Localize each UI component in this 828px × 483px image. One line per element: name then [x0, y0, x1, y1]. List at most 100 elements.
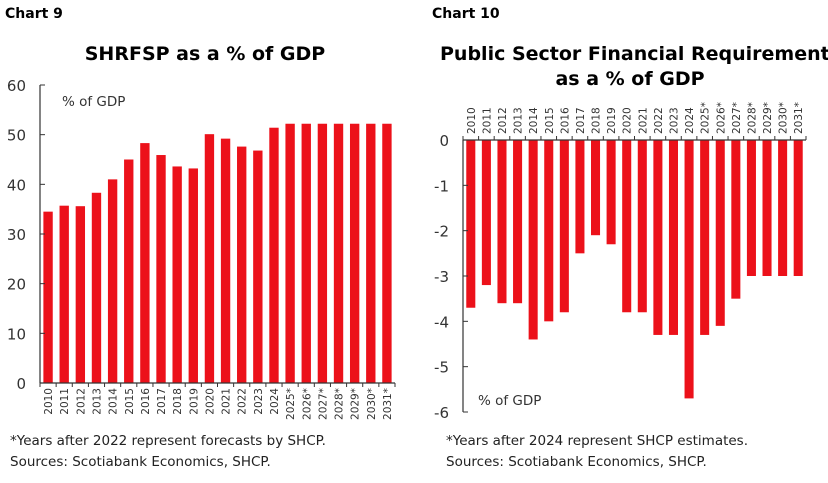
chart-10-bar-2030* — [778, 140, 788, 276]
chart-10-bar-2019 — [606, 140, 616, 245]
chart-10-bar-2010 — [466, 140, 476, 308]
chart-10-bar-2012 — [497, 140, 507, 304]
chart-9-bar-2011 — [59, 205, 69, 383]
chart-10-x-tick-label: 2015 — [544, 107, 556, 134]
chart-10-bar-2024 — [684, 140, 694, 399]
chart-10-x-tick-label: 2026* — [715, 102, 727, 134]
chart-10-x-tick-label: 2022 — [653, 107, 665, 134]
chart-10-x-tick-label: 2021 — [637, 107, 649, 134]
chart-9-sources: Sources: Scotiabank Economics, SHCP. — [10, 454, 271, 470]
chart-9-x-tick-label: 2030* — [366, 388, 378, 420]
chart-10-x-tick-label: 2016 — [559, 107, 571, 134]
chart-10-bar-2018 — [591, 140, 601, 236]
chart-9-footnote: *Years after 2022 represent forecasts by… — [10, 433, 326, 449]
chart-10-label: Chart 10 — [432, 6, 500, 22]
chart-9-x-tick-label: 2014 — [108, 388, 120, 415]
chart-9-bar-2025* — [285, 123, 295, 384]
chart-9-x-tick-label: 2016 — [140, 388, 152, 415]
chart-10-y-tick-label: -6 — [434, 404, 449, 422]
chart-9-y-tick-label: 60 — [7, 77, 26, 95]
chart-9-bar-2029* — [349, 123, 360, 384]
chart-10-bar-2022 — [653, 140, 663, 335]
chart-10-bar-2016 — [559, 140, 569, 313]
chart-9-x-tick-label: 2017 — [156, 388, 168, 415]
chart-9-x-tick-label: 2031* — [382, 388, 394, 420]
chart-9-x-tick-label: 2020 — [204, 388, 216, 415]
chart-9-title: SHRFSP as a % of GDP — [84, 43, 326, 65]
chart-9-bar-2014 — [107, 179, 118, 383]
chart-9-bar-2015 — [124, 159, 134, 383]
chart-10-bar-2028* — [746, 140, 756, 276]
chart-10-x-tick-label: 2014 — [528, 107, 540, 134]
chart-10-x-tick-label: 2019 — [606, 107, 618, 134]
chart-10-bar-2026* — [715, 140, 725, 326]
chart-10-x-tick-label: 2010 — [466, 107, 478, 134]
chart-10-bar-2027* — [731, 140, 741, 299]
chart-10-bar-2023 — [668, 140, 678, 335]
chart-9-y-tick-label: 0 — [16, 375, 26, 393]
chart-10-y-tick-label: 0 — [439, 132, 449, 150]
chart-9-bar-2028* — [333, 123, 344, 384]
chart-10-x-tick-label: 2020 — [622, 107, 634, 134]
chart-9-bar-2021 — [220, 138, 231, 383]
chart-9-bar-2018 — [172, 166, 182, 383]
chart-9-x-tick-label: 2029* — [350, 388, 362, 420]
chart-10-bar-2020 — [622, 140, 632, 313]
chart-9-bar-2020 — [204, 134, 215, 383]
chart-9-x-tick-label: 2027* — [317, 388, 329, 420]
chart-9-x-tick-label: 2010 — [43, 388, 55, 415]
chart-10-x-tick-label: 2017 — [575, 107, 587, 134]
chart-9-bar-2022 — [237, 146, 247, 383]
chart-10-bar-2029* — [762, 140, 772, 276]
chart-9-bar-2016 — [140, 143, 150, 383]
chart-10-bar-2014 — [528, 140, 538, 340]
chart-10-x-tick-label: 2031* — [793, 102, 805, 134]
chart-10-y-tick-label: -2 — [434, 223, 449, 241]
chart-9-x-tick-label: 2012 — [75, 388, 87, 415]
chart-9-bar-2010 — [43, 211, 53, 383]
chart-10-footnote: *Years after 2024 represent SHCP estimat… — [446, 433, 749, 449]
chart-10-x-tick-label: 2028* — [746, 102, 758, 134]
chart-10-bar-2021 — [637, 140, 647, 313]
chart-9-x-tick-label: 2028* — [334, 388, 346, 420]
chart-10-title-line-1: Public Sector Financial Requirements — [440, 43, 828, 65]
chart-10-bar-2011 — [481, 140, 491, 286]
chart-9-bar-2026* — [301, 123, 311, 384]
chart-9-ylabel: % of GDP — [62, 94, 125, 110]
chart-10-bar-2015 — [544, 140, 554, 322]
chart-9-bar-2030* — [366, 123, 376, 384]
chart-10-x-tick-label: 2012 — [497, 107, 509, 134]
chart-9-y-tick-label: 50 — [7, 127, 26, 145]
chart-10-bar-2017 — [575, 140, 585, 254]
chart-10-y-tick-label: -4 — [434, 313, 449, 331]
chart-10-x-tick-label: 2018 — [591, 107, 603, 134]
chart-9-notes: *Years after 2022 represent forecasts by… — [10, 431, 326, 473]
chart-9-bar-2023 — [253, 150, 263, 383]
chart-10-bar-2013 — [513, 140, 523, 304]
chart-10-y-tick-label: -5 — [434, 359, 449, 377]
chart-9-bar-2024 — [269, 127, 279, 383]
chart-9-x-tick-label: 2025* — [285, 388, 297, 420]
chart-9-x-tick-label: 2023 — [253, 388, 265, 415]
chart-9-bar-2031* — [382, 123, 392, 384]
chart-9-x-tick-label: 2018 — [172, 388, 184, 415]
chart-9-bar-2027* — [317, 123, 328, 384]
chart-9-x-tick-label: 2024 — [269, 388, 281, 415]
chart-9-bar-2019 — [188, 168, 198, 383]
chart-9-y-tick-label: 30 — [7, 226, 26, 244]
chart-10-x-tick-label: 2029* — [762, 102, 774, 134]
chart-9-x-tick-label: 2021 — [221, 388, 233, 415]
chart-10-title-line-2: as a % of GDP — [555, 68, 705, 90]
chart-9-x-tick-label: 2015 — [124, 388, 136, 415]
chart-9-bar-2012 — [75, 206, 86, 383]
chart-10-x-tick-label: 2027* — [731, 102, 743, 134]
chart-9-x-tick-label: 2013 — [91, 388, 103, 415]
chart-9-label: Chart 9 — [5, 6, 63, 22]
chart-10-notes: *Years after 2024 represent SHCP estimat… — [446, 431, 748, 473]
chart-10-y-tick-label: -1 — [434, 177, 449, 195]
chart-9-y-tick-label: 40 — [7, 176, 26, 194]
chart-10-x-tick-label: 2030* — [778, 102, 790, 134]
chart-10-y-tick-label: -3 — [434, 268, 449, 286]
